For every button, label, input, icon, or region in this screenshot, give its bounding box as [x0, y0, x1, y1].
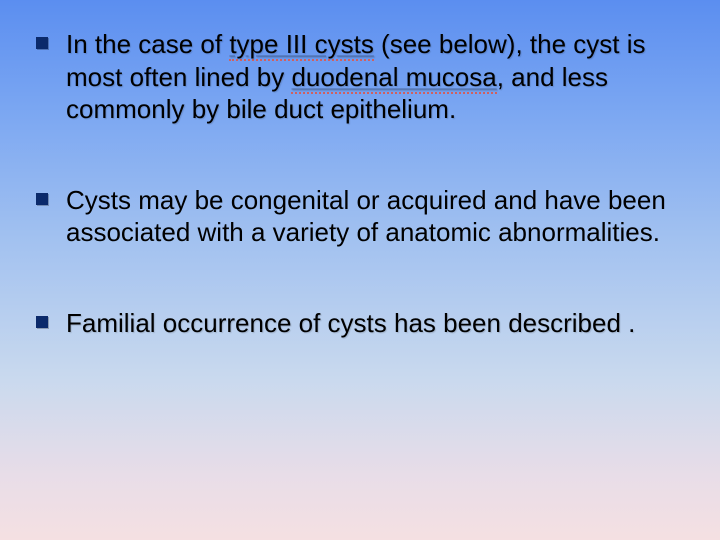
bullet-text: Cysts may be congenital or acquired and …: [66, 185, 666, 248]
square-bullet-icon: [36, 193, 48, 205]
list-item: In the case of type III cysts (see below…: [20, 28, 700, 126]
bullet-text: In the case of type III cysts (see below…: [66, 29, 645, 124]
bullet-list: In the case of type III cysts (see below…: [20, 28, 700, 339]
bullet-text: Familial occurrence of cysts has been de…: [66, 308, 635, 338]
text-segment: Familial occurrence of cysts has been de…: [66, 308, 635, 338]
square-bullet-icon: [36, 37, 48, 49]
text-segment: In the case of: [66, 29, 229, 59]
text-segment: duodenal mucosa: [291, 62, 496, 94]
list-item: Familial occurrence of cysts has been de…: [20, 307, 700, 340]
text-segment: type III cysts: [229, 29, 374, 61]
square-bullet-icon: [36, 316, 48, 328]
text-segment: Cysts may be congenital or acquired and …: [66, 185, 666, 248]
list-item: Cysts may be congenital or acquired and …: [20, 184, 700, 249]
slide-body: In the case of type III cysts (see below…: [0, 0, 720, 540]
